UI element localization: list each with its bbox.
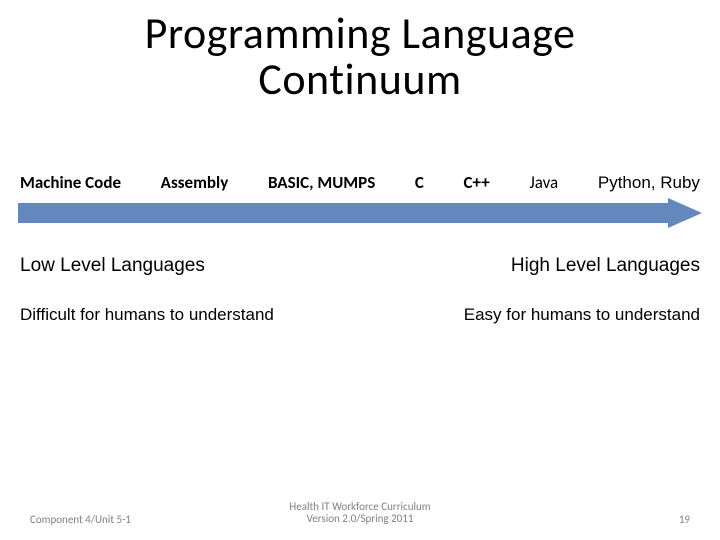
low-level-description: Difficult for humans to understand: [20, 305, 274, 325]
lang-python-ruby: Python, Ruby: [598, 173, 700, 193]
language-row: Machine Code Assembly BASIC, MUMPS C C++…: [20, 172, 700, 193]
slide-title: Programming Language Continuum: [0, 10, 720, 102]
level-row: Low Level Languages High Level Languages: [20, 255, 700, 277]
slide: Programming Language Continuum Machine C…: [0, 0, 720, 540]
footer-center-line2: Version 2.0/Spring 2011: [307, 512, 414, 525]
lang-c: C: [415, 172, 424, 193]
description-row: Difficult for humans to understand Easy …: [20, 305, 700, 325]
footer-center-line1: Health IT Workforce Curriculum: [289, 500, 430, 513]
lang-machine-code: Machine Code: [20, 172, 121, 193]
high-level-label: High Level Languages: [511, 255, 700, 277]
title-line2: Continuum: [258, 52, 461, 106]
lang-java: Java: [529, 172, 558, 193]
footer-curriculum: Health IT Workforce Curriculum Version 2…: [0, 501, 720, 526]
lang-cpp: C++: [464, 172, 490, 193]
high-level-description: Easy for humans to understand: [464, 305, 700, 325]
continuum-arrow: [18, 198, 702, 228]
lang-basic-mumps: BASIC, MUMPS: [268, 172, 375, 193]
lang-assembly: Assembly: [161, 172, 229, 193]
footer-page-number: 19: [679, 513, 690, 526]
low-level-label: Low Level Languages: [20, 255, 205, 277]
arrow-icon: [18, 198, 702, 228]
